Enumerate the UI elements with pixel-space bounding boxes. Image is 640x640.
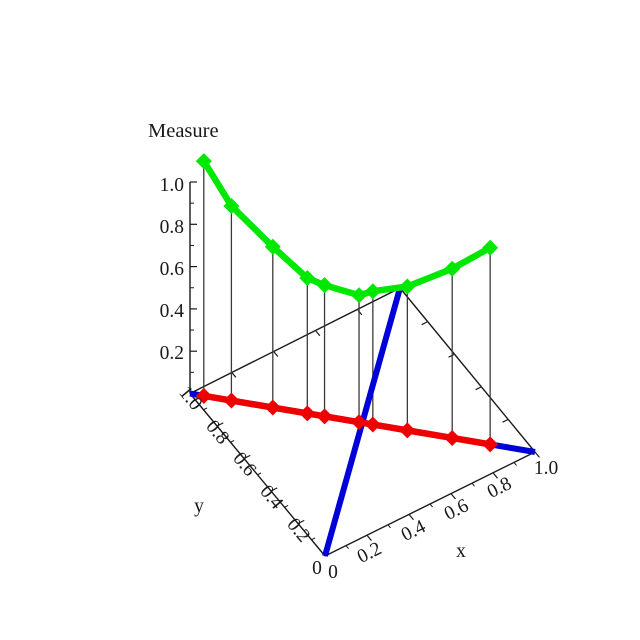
measure-curve-markers [195, 153, 499, 304]
y-axis-tick-minor [284, 505, 289, 508]
measure-curve-marker [482, 239, 499, 256]
x-axis-tick [534, 451, 540, 458]
projection-curve-marker [223, 392, 240, 409]
y-axis-tick [297, 519, 305, 525]
x-tick-label-1.0: 1.0 [534, 458, 558, 479]
y-tick-label-0.4: 0.4 [255, 481, 287, 513]
page-title: Measure [148, 120, 219, 142]
measure-curve-marker [444, 260, 461, 277]
measure-curve-marker [316, 277, 333, 294]
z-tick-label-0.8: 0.8 [160, 217, 184, 238]
x-tick-label-0.6: 0.6 [441, 495, 472, 525]
y-axis-tick-minor [203, 407, 208, 411]
x-axis-tick-minor [345, 545, 349, 549]
measure-curve-marker [223, 197, 240, 214]
y-axis-tick-minor [311, 537, 316, 541]
y-axis-tick-minor [230, 440, 235, 443]
measure-curve-path [200, 157, 494, 299]
x-tick-label-0.8: 0.8 [484, 473, 515, 503]
projection-curve-marker [351, 414, 368, 431]
back-left-edge-tick [315, 330, 321, 337]
projection-curve-marker [299, 405, 316, 422]
y-tick-label-0.6: 0.6 [228, 448, 260, 480]
projection-curve-marker [482, 436, 499, 453]
projection-curve-group [195, 387, 499, 453]
x-tick-label-0: 0 [328, 562, 338, 583]
y-axis-tick [270, 487, 278, 492]
projection-curve-marker [264, 399, 281, 416]
projection-curve-markers [195, 387, 499, 453]
x-axis-tick-minor [429, 503, 433, 508]
projection-curve-marker [195, 387, 212, 404]
y-axis-tick-minor [257, 472, 262, 476]
measure-curve-group [195, 153, 499, 304]
back-right-edge-tick [475, 386, 482, 391]
x-axis-title: x [456, 541, 466, 562]
x-tick-label-0.2: 0.2 [354, 538, 385, 568]
x-axis-tick [366, 534, 372, 541]
z-tick-label-0.4: 0.4 [160, 301, 185, 322]
x-axis-tick-minor [471, 482, 475, 487]
z-tick-label-1.0: 1.0 [160, 175, 184, 196]
measure-curve-marker [264, 238, 281, 255]
y-axis-title: y [194, 496, 204, 517]
base-edge-back-left [189, 287, 401, 395]
y-tick-label-0: 0 [312, 558, 322, 579]
back-right-edge-tick [421, 321, 428, 326]
projection-curve-marker [399, 422, 416, 439]
x-axis-tick-minor [387, 524, 391, 529]
x-axis-tick [450, 493, 456, 500]
projection-curve-path [200, 392, 494, 448]
y-axis-tick [243, 454, 251, 460]
y-axis-tick [216, 422, 224, 427]
measure-curve-marker [364, 283, 381, 300]
measure-curve-marker [351, 287, 368, 304]
x-axis-tick [492, 472, 498, 479]
measure-curve-marker [195, 153, 212, 170]
z-tick-label-0.6: 0.6 [160, 259, 185, 280]
y-tick-label-0.2: 0.2 [282, 514, 314, 546]
base-edge-back-right [399, 287, 536, 453]
back-right-edge-tick [502, 418, 509, 423]
text-labels: Measure 1.0 0.8 0.6 0.4 0.2 1.0 0.8 0.6 … [148, 120, 558, 583]
back-left-edge-tick [231, 372, 237, 378]
x-tick-label-0.4: 0.4 [398, 516, 429, 546]
y-tick-label-0.8: 0.8 [201, 416, 233, 448]
x-axis-tick [408, 514, 414, 521]
back-right-edge-tick [448, 353, 455, 358]
z-tick-label-0.2: 0.2 [160, 343, 184, 364]
axis-ticks [189, 181, 540, 549]
back-left-edge-tick [273, 351, 279, 357]
projection-curve-marker [444, 429, 461, 446]
measure-curve-marker [299, 270, 316, 287]
droplines [203, 161, 491, 445]
measure-curve-marker [399, 278, 416, 295]
projection-curve-marker [364, 416, 381, 433]
projection-curve-marker [316, 408, 333, 425]
x-axis-tick-minor [513, 462, 517, 466]
